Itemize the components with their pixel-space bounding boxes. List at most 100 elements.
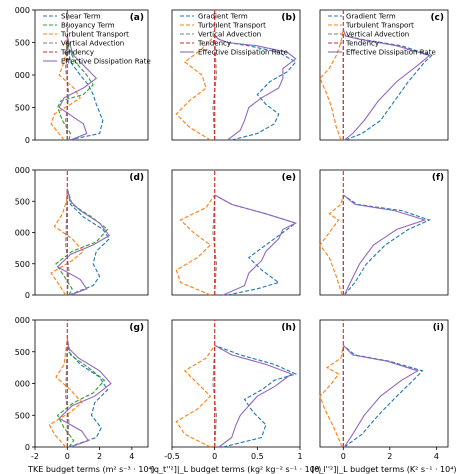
legend-entry: Turbulent Transport bbox=[197, 22, 266, 30]
x-tick-label: 4 bbox=[129, 452, 134, 461]
y-tick-label: 0 bbox=[25, 443, 30, 452]
panel-label: (e) bbox=[282, 173, 296, 183]
legend-entry: Effective Dissipation Rate bbox=[198, 49, 288, 57]
panel-label: (h) bbox=[281, 323, 296, 333]
x-tick-label: 1 bbox=[297, 452, 302, 461]
series-line-transport bbox=[50, 188, 85, 296]
series-line-advection bbox=[212, 194, 217, 296]
x-tick-label: 0 bbox=[212, 452, 217, 461]
axes-frame bbox=[171, 169, 301, 296]
y-tick-label: 000 bbox=[15, 380, 30, 389]
legend-entry: Vertical Advection bbox=[346, 31, 409, 39]
panel-label: (g) bbox=[129, 323, 144, 333]
panel-label: (d) bbox=[129, 173, 144, 183]
panel-label: (f) bbox=[432, 173, 444, 183]
x-tick-label: -0.5 bbox=[164, 452, 180, 461]
panel-h: -0.5 0 0.5 1 (h) [q_t''²]|_L budget terms (kg… bbox=[151, 319, 321, 474]
series-line-transport bbox=[175, 345, 216, 448]
series-line-dissipation bbox=[56, 188, 111, 296]
x-axis-label: [q_t''²]|_L budget terms (kg² kg⁻² s⁻¹ ·… bbox=[151, 465, 321, 474]
y-tick-label: 000 bbox=[15, 6, 30, 15]
series-line-shear bbox=[66, 188, 111, 296]
legend-entry: Tendency bbox=[60, 49, 94, 57]
panel-label: (b) bbox=[281, 13, 296, 23]
axes-frame bbox=[34, 319, 149, 448]
panel-i: 0 2 4 (i) [θ_l''²]|_L budget terms (K² s⁻¹ ·… bbox=[311, 319, 457, 474]
series-line-transport bbox=[319, 29, 344, 141]
panel-d: 0 500 000 500 000 (d) bbox=[15, 166, 149, 300]
axes-frame bbox=[171, 9, 301, 141]
series-line-dissipation bbox=[214, 35, 297, 141]
x-tick-label: 0 bbox=[65, 452, 70, 461]
series-line-transport bbox=[175, 194, 216, 296]
series-line-dissipation bbox=[342, 194, 427, 296]
series-line-dissipation bbox=[58, 339, 112, 448]
axes-frame bbox=[319, 169, 449, 296]
series-line-buoyancy bbox=[55, 188, 109, 296]
legend-entry: Turbulent Transport bbox=[60, 31, 129, 39]
series-line-advection bbox=[65, 35, 70, 141]
series-line-dissipation bbox=[214, 194, 298, 296]
series-line-shear bbox=[342, 194, 431, 296]
legend-entry: Vertical Advection bbox=[198, 31, 261, 39]
series-line-buoyancy bbox=[56, 338, 106, 448]
series-line-shear bbox=[66, 35, 104, 141]
legend-entry: Shear Term bbox=[61, 13, 101, 21]
panel-label: (i) bbox=[433, 323, 444, 333]
x-tick-label: -2 bbox=[31, 452, 39, 461]
legend-entry: Turbulent Transport bbox=[345, 22, 414, 30]
legend-entry: Gradient Term bbox=[346, 13, 396, 21]
y-tick-label: 500 bbox=[15, 197, 30, 206]
x-axis-label: [θ_l''²]|_L budget terms (K² s⁻¹ · 10⁴) bbox=[311, 465, 456, 474]
panel-e: (e) bbox=[171, 169, 301, 296]
y-tick-label: 000 bbox=[15, 316, 30, 325]
series-line-buoyancy bbox=[57, 35, 94, 141]
series-line-transport bbox=[319, 194, 344, 296]
series-line-shear bbox=[214, 194, 297, 296]
series-line-shear bbox=[342, 344, 424, 448]
y-tick-label: 000 bbox=[15, 229, 30, 238]
series-line-advection bbox=[212, 345, 217, 448]
x-axis-label: TKE budget terms (m² s⁻³ · 10⁴) bbox=[27, 465, 155, 474]
axes-frame bbox=[319, 319, 449, 448]
y-tick-label: 500 bbox=[15, 104, 30, 113]
panel-f: (f) bbox=[319, 169, 449, 296]
series-line-dissipation bbox=[58, 35, 98, 141]
legend-entry: Effective Dissipation Rate bbox=[61, 58, 151, 66]
series-line-dissipation bbox=[342, 345, 420, 448]
axes-frame bbox=[319, 9, 449, 141]
series-line-transport bbox=[175, 35, 216, 141]
panel-label: (a) bbox=[130, 13, 144, 23]
y-tick-label: 500 bbox=[15, 39, 30, 48]
y-tick-label: 500 bbox=[15, 411, 30, 420]
axes-frame bbox=[171, 319, 301, 448]
legend-entry: Buoyancy Term bbox=[61, 22, 115, 30]
y-tick-label: 500 bbox=[15, 348, 30, 357]
legend-entry: Tendency bbox=[197, 40, 231, 48]
x-tick-label: 0.5 bbox=[251, 452, 264, 461]
series-line-transport bbox=[50, 35, 81, 141]
x-tick-label: 2 bbox=[387, 452, 392, 461]
legend-entry: Gradient Term bbox=[198, 13, 248, 21]
y-tick-label: 000 bbox=[15, 71, 30, 80]
series-line-transport bbox=[319, 345, 344, 448]
panel-label: (c) bbox=[430, 13, 444, 23]
axes-frame bbox=[34, 169, 149, 296]
series-line-shear bbox=[214, 344, 298, 448]
y-tick-label: 500 bbox=[15, 260, 30, 269]
legend-entry: Vertical Advection bbox=[61, 40, 124, 48]
y-tick-label: 000 bbox=[15, 166, 30, 175]
x-tick-label: 2 bbox=[97, 452, 102, 461]
y-tick-label: 0 bbox=[25, 291, 30, 300]
series-line-dissipation bbox=[214, 344, 293, 448]
legend-entry: Tendency bbox=[345, 40, 379, 48]
x-tick-label: 4 bbox=[434, 452, 439, 461]
y-tick-label: 0 bbox=[25, 136, 30, 145]
x-tick-label: 0 bbox=[341, 452, 346, 461]
legend-entry: Effective Dissipation Rate bbox=[346, 49, 436, 57]
